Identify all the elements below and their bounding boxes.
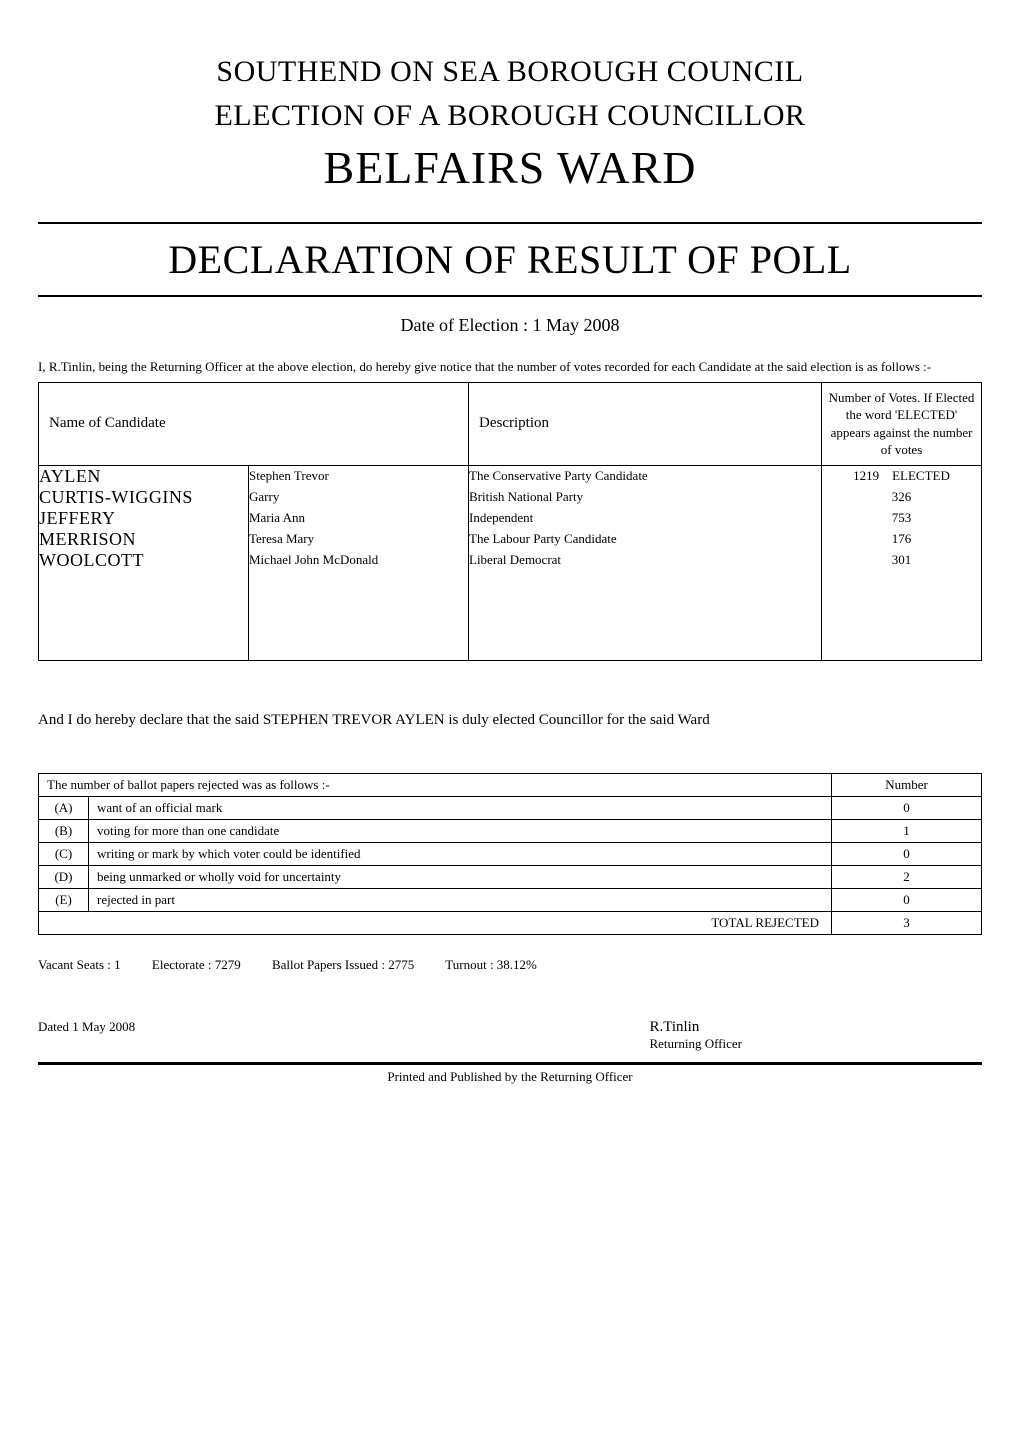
table-header-row: The number of ballot papers rejected was… (39, 773, 982, 796)
candidate-first-names: Michael John McDonald (249, 550, 469, 571)
header-name: Name of Candidate (39, 382, 469, 465)
table-total-row: TOTAL REJECTED 3 (39, 911, 982, 934)
election-type: ELECTION OF A BOROUGH COUNCILLOR (38, 94, 982, 138)
table-row: (A) want of an official mark 0 (39, 796, 982, 819)
turnout: Turnout : 38.12% (445, 957, 537, 972)
table-row: (B) voting for more than one candidate 1 (39, 819, 982, 842)
dated-text: Dated 1 May 2008 (38, 1019, 135, 1052)
candidate-votes: 753 (822, 508, 982, 529)
candidate-first-names: Stephen Trevor (249, 465, 469, 487)
table-header-row: Name of Candidate Description Number of … (39, 382, 982, 465)
candidate-votes: 1219 ELECTED (822, 465, 982, 487)
table-row: CURTIS-WIGGINS Garry British National Pa… (39, 487, 982, 508)
candidate-surname: WOOLCOTT (39, 550, 249, 571)
reason-count: 0 (832, 888, 982, 911)
total-rejected-label: TOTAL REJECTED (39, 911, 832, 934)
table-row: (D) being unmarked or wholly void for un… (39, 865, 982, 888)
bottom-rule (38, 1062, 982, 1065)
reason-text: writing or mark by which voter could be … (89, 842, 832, 865)
electorate: Electorate : 7279 (152, 957, 241, 972)
table-row: WOOLCOTT Michael John McDonald Liberal D… (39, 550, 982, 571)
header-votes: Number of Votes. If Elected the word 'EL… (822, 382, 982, 465)
table-row: (C) writing or mark by which voter could… (39, 842, 982, 865)
candidate-surname: JEFFERY (39, 508, 249, 529)
ballot-issued: Ballot Papers Issued : 2775 (272, 957, 414, 972)
candidate-description: The Conservative Party Candidate (469, 465, 822, 487)
candidate-votes: 176 (822, 529, 982, 550)
footer-row: Dated 1 May 2008 R.Tinlin Returning Offi… (38, 1019, 982, 1052)
document-page: SOUTHEND ON SEA BOROUGH COUNCIL ELECTION… (0, 0, 1020, 1105)
reason-letter: (A) (39, 796, 89, 819)
reason-text: being unmarked or wholly void for uncert… (89, 865, 832, 888)
table-row: JEFFERY Maria Ann Independent 753 (39, 508, 982, 529)
candidate-description: British National Party (469, 487, 822, 508)
candidate-first-names: Teresa Mary (249, 529, 469, 550)
elected-status: ELECTED (892, 468, 950, 483)
total-rejected-value: 3 (832, 911, 982, 934)
header-description: Description (469, 382, 822, 465)
reason-count: 2 (832, 865, 982, 888)
candidate-description: The Labour Party Candidate (469, 529, 822, 550)
candidate-surname: AYLEN (39, 465, 249, 487)
vote-count: 1219 (853, 468, 879, 483)
reason-count: 0 (832, 842, 982, 865)
reason-letter: (E) (39, 888, 89, 911)
rejected-table: The number of ballot papers rejected was… (38, 773, 982, 935)
election-date: Date of Election : 1 May 2008 (38, 315, 982, 336)
reason-letter: (C) (39, 842, 89, 865)
ward-name: BELFAIRS WARD (38, 141, 982, 194)
vacant-seats: Vacant Seats : 1 (38, 957, 121, 972)
table-filler-row (39, 571, 982, 661)
table-row: (E) rejected in part 0 (39, 888, 982, 911)
rejected-header-right: Number (832, 773, 982, 796)
reason-letter: (B) (39, 819, 89, 842)
printed-by: Printed and Published by the Returning O… (38, 1069, 982, 1085)
candidate-votes: 326 (822, 487, 982, 508)
reason-text: voting for more than one candidate (89, 819, 832, 842)
candidate-surname: CURTIS-WIGGINS (39, 487, 249, 508)
candidate-first-names: Garry (249, 487, 469, 508)
candidate-surname: MERRISON (39, 529, 249, 550)
stats-line: Vacant Seats : 1 Electorate : 7279 Ballo… (38, 957, 982, 973)
rejected-header-left: The number of ballot papers rejected was… (39, 773, 832, 796)
title-block: SOUTHEND ON SEA BOROUGH COUNCIL ELECTION… (38, 50, 982, 194)
rule-bottom (38, 295, 982, 297)
officer-block: R.Tinlin Returning Officer (649, 1019, 982, 1052)
candidate-description: Liberal Democrat (469, 550, 822, 571)
reason-count: 1 (832, 819, 982, 842)
reason-text: rejected in part (89, 888, 832, 911)
candidates-table: Name of Candidate Description Number of … (38, 382, 982, 662)
declaration-heading: DECLARATION OF RESULT OF POLL (38, 224, 982, 295)
officer-name: R.Tinlin (649, 1019, 742, 1036)
reason-count: 0 (832, 796, 982, 819)
council-name: SOUTHEND ON SEA BOROUGH COUNCIL (38, 50, 982, 94)
candidate-votes: 301 (822, 550, 982, 571)
table-row: MERRISON Teresa Mary The Labour Party Ca… (39, 529, 982, 550)
candidate-first-names: Maria Ann (249, 508, 469, 529)
declaration-paragraph: And I do hereby declare that the said ST… (38, 705, 982, 737)
reason-text: want of an official mark (89, 796, 832, 819)
candidate-description: Independent (469, 508, 822, 529)
officer-title: Returning Officer (649, 1036, 742, 1052)
reason-letter: (D) (39, 865, 89, 888)
preamble-text: I, R.Tinlin, being the Returning Officer… (38, 358, 982, 376)
table-row: AYLEN Stephen Trevor The Conservative Pa… (39, 465, 982, 487)
